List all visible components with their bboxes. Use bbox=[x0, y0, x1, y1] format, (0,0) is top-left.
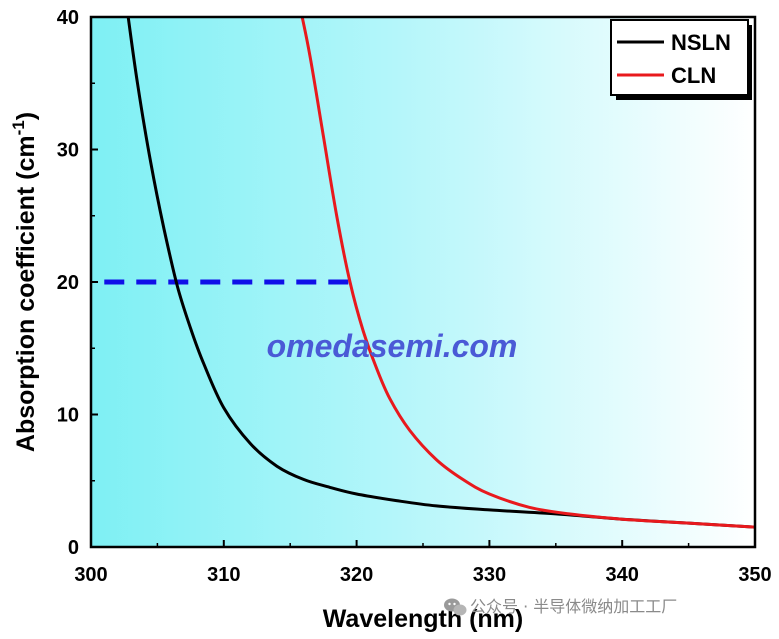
footer-text: 公众号 · 半导体微纳加工工厂 bbox=[470, 597, 677, 616]
series-line-nsln bbox=[126, 17, 755, 529]
x-tick-label-340: 340 bbox=[606, 564, 639, 586]
series-layer bbox=[126, 17, 755, 529]
y-tick-label-40: 40 bbox=[57, 7, 79, 29]
x-tick-label-300: 300 bbox=[74, 564, 107, 586]
x-axis-ticks: 300 310 320 330 340 350 bbox=[74, 540, 772, 586]
footer: 公众号 · 半导体微纳加工工厂 bbox=[444, 597, 677, 616]
y-tick-label-30: 30 bbox=[57, 140, 79, 162]
y-tick-label-20: 20 bbox=[57, 272, 79, 294]
x-tick-label-330: 330 bbox=[473, 564, 506, 586]
series-line-cln bbox=[300, 17, 755, 529]
y-axis-title-main: Absorption coefficient (cm bbox=[12, 135, 40, 452]
y-tick-label-0: 0 bbox=[68, 537, 79, 559]
y-axis-title-superscript: -1 bbox=[9, 120, 28, 135]
watermark-text: omedasemi.com bbox=[267, 328, 518, 364]
legend-box bbox=[610, 19, 749, 96]
wechat-icon bbox=[444, 598, 467, 616]
x-tick-label-310: 310 bbox=[207, 564, 240, 586]
legend: NSLN CLN bbox=[610, 19, 752, 100]
y-axis-title: Absorption coefficient (cm-1) bbox=[9, 112, 40, 452]
x-axis-title: Wavelength (nm) bbox=[323, 605, 523, 633]
x-tick-label-350: 350 bbox=[738, 564, 771, 586]
x-tick-label-320: 320 bbox=[340, 564, 373, 586]
legend-label-nsln: NSLN bbox=[671, 30, 731, 55]
y-tick-label-10: 10 bbox=[57, 405, 79, 427]
y-axis-ticks: 0 10 20 30 40 bbox=[57, 7, 98, 559]
legend-label-cln: CLN bbox=[671, 63, 716, 88]
y-axis-title-end: ) bbox=[12, 112, 40, 120]
